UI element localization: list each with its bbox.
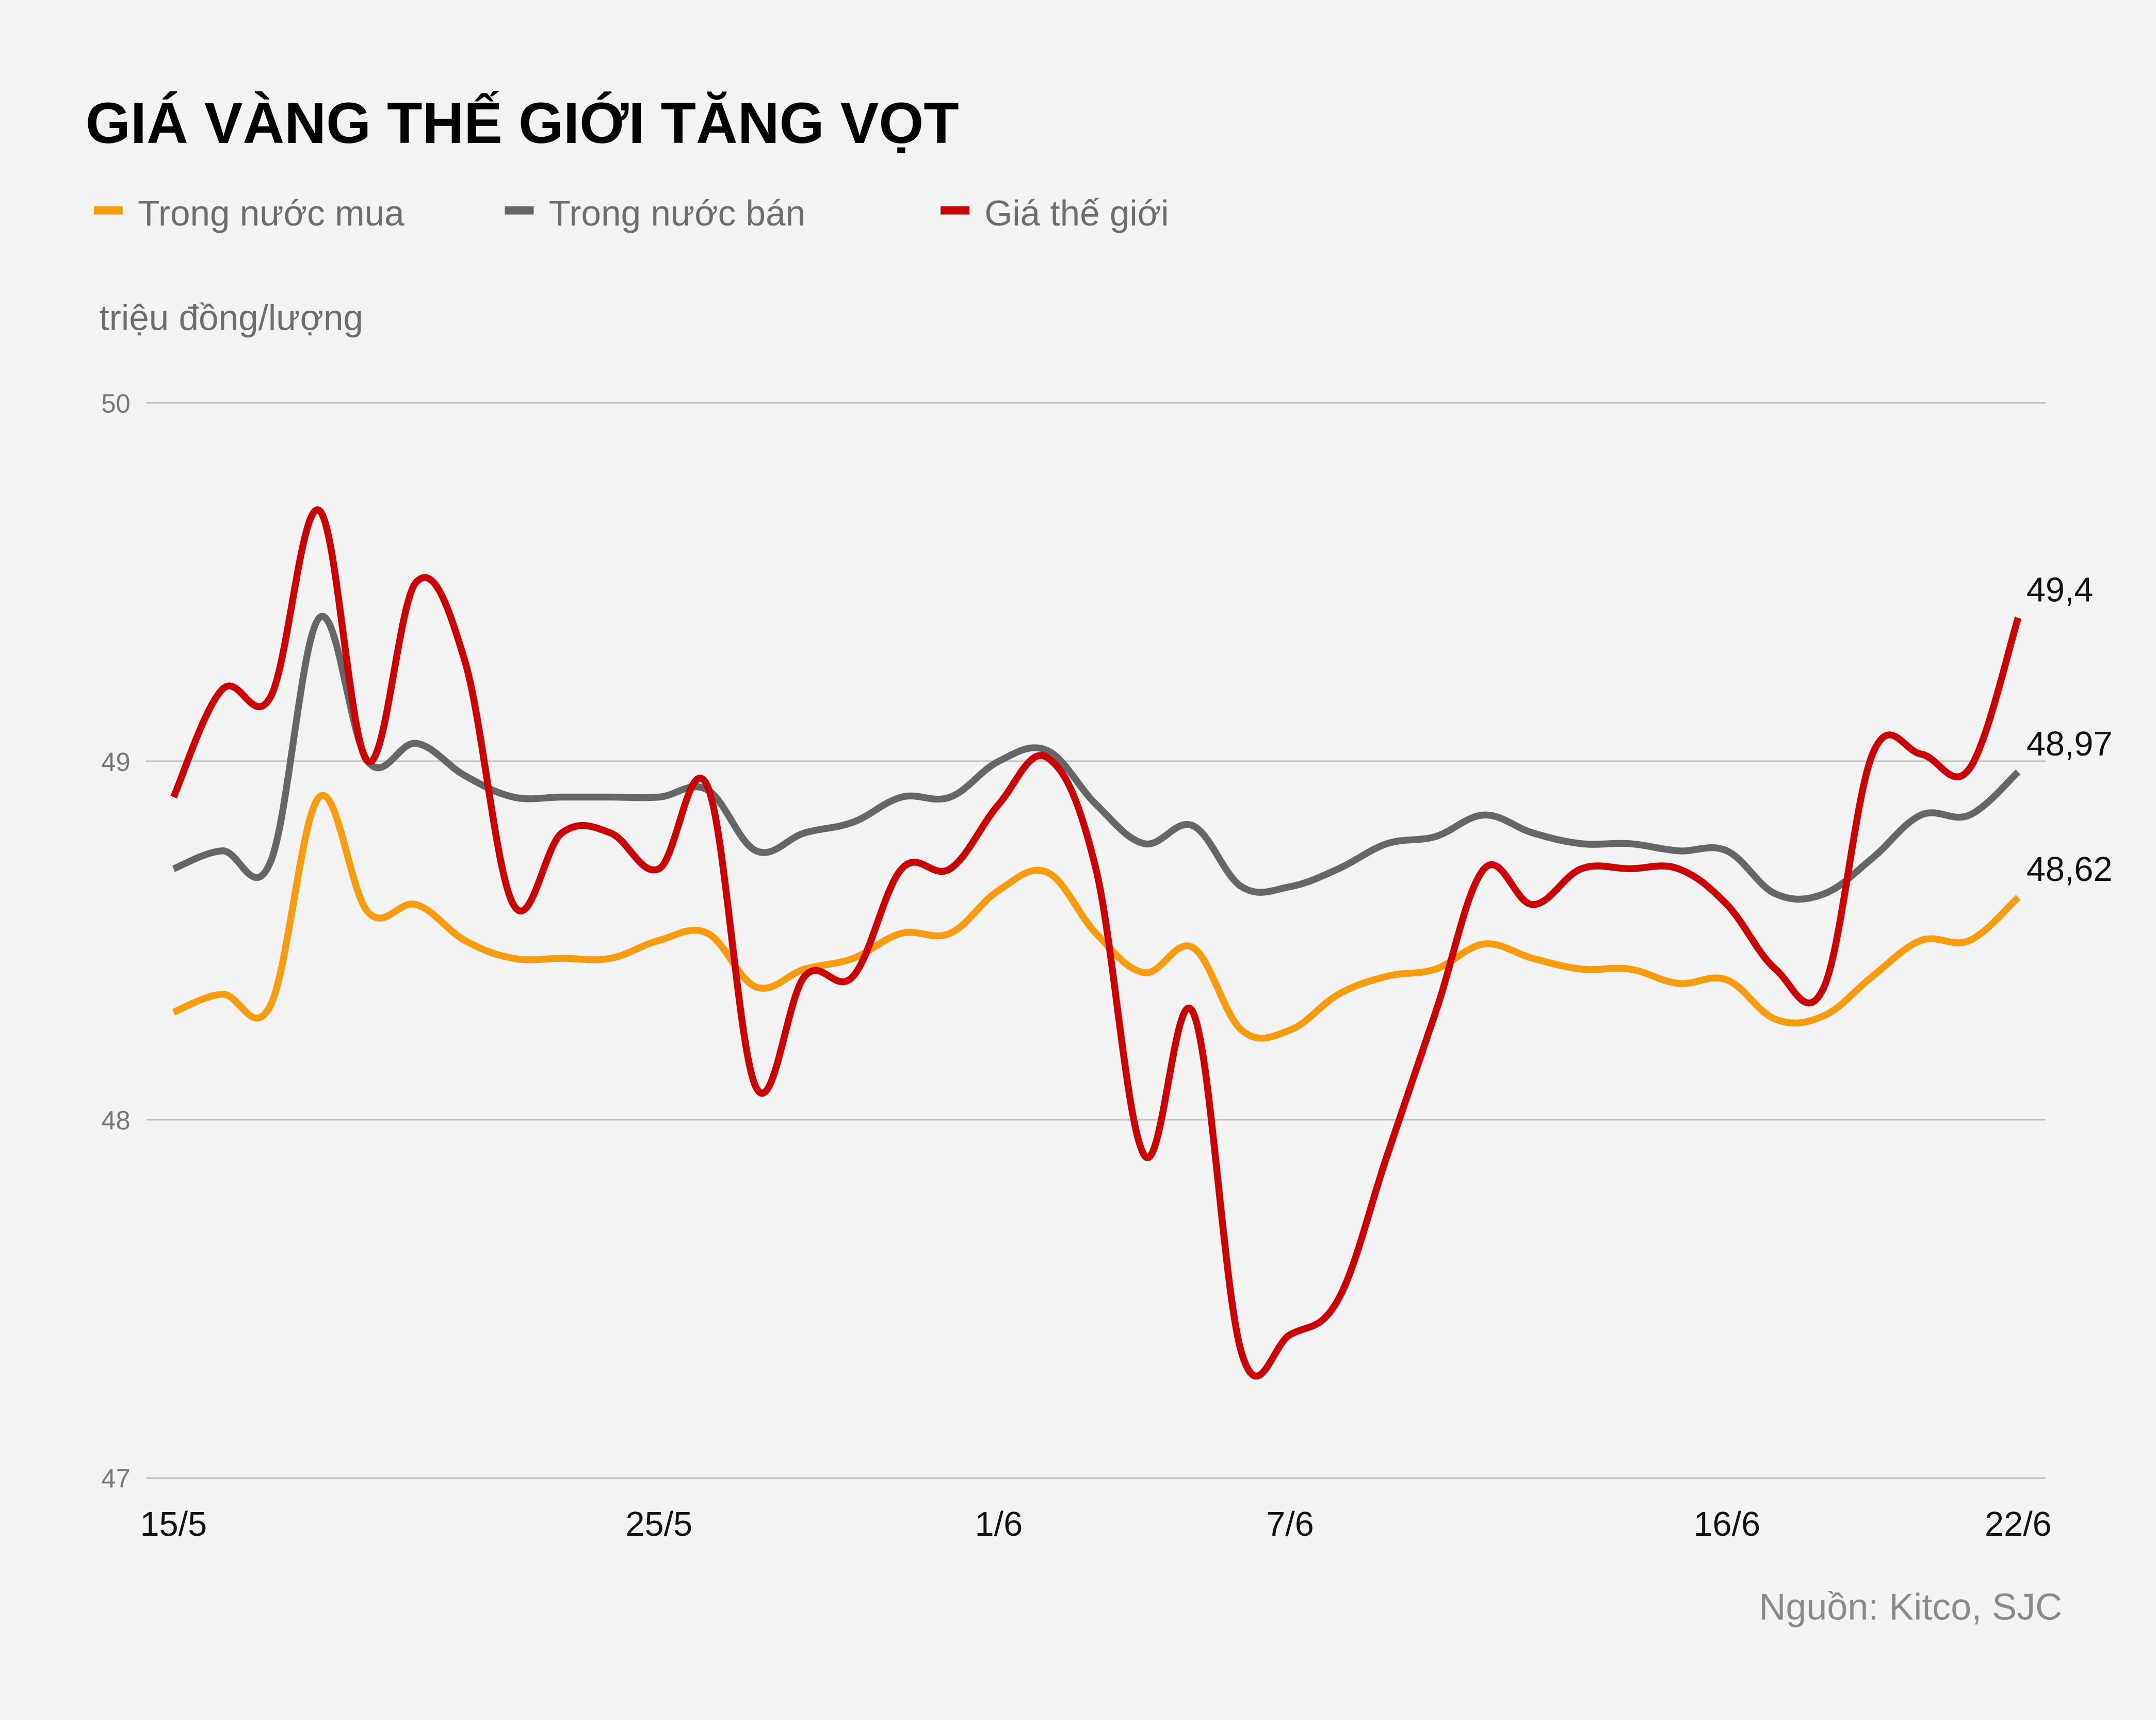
y-tick-label: 49 — [101, 747, 130, 777]
gridlines — [146, 401, 2046, 1479]
source-note: Nguồn: Kitco, SJC — [1759, 1587, 2062, 1628]
end-value-label: 49,4 — [2027, 571, 2094, 609]
x-tick-label: 22/6 — [1985, 1505, 2052, 1544]
x-tick-label: 7/6 — [1266, 1505, 1314, 1544]
series-line — [172, 613, 2021, 903]
legend-swatch — [93, 206, 123, 215]
y-ticks: 47 48 49 50 — [101, 389, 130, 1493]
y-axis-label: triệu đồng/lượng — [100, 297, 364, 337]
x-tick-label: 25/5 — [626, 1505, 693, 1544]
legend-label: Trong nước bán — [549, 193, 805, 233]
end-value-label: 48,62 — [2027, 850, 2113, 889]
series-lines: 48,62 48,97 49,4 — [170, 506, 2113, 1380]
x-tick-label: 15/5 — [140, 1505, 207, 1544]
end-value-label: 48,97 — [2027, 725, 2113, 763]
legend-label: Trong nước mua — [138, 193, 404, 233]
chart-title: GIÁ VÀNG THẾ GIỚI TĂNG VỌT — [86, 91, 959, 155]
legend-swatch — [505, 206, 534, 215]
legend-label: Giá thế giới — [984, 193, 1169, 233]
y-tick-label: 48 — [101, 1105, 130, 1135]
series-line — [170, 506, 2022, 1380]
x-ticks: 15/5 25/5 1/6 7/6 16/6 22/6 — [140, 1505, 2052, 1544]
series-line — [172, 792, 2021, 1042]
y-tick-label: 50 — [101, 389, 130, 418]
x-tick-label: 16/6 — [1694, 1505, 1761, 1544]
x-tick-label: 1/6 — [975, 1505, 1023, 1544]
y-tick-label: 47 — [101, 1464, 130, 1493]
legend-swatch — [941, 206, 970, 215]
legend: Trong nước mua Trong nước bán Giá thế giới — [93, 193, 1169, 233]
